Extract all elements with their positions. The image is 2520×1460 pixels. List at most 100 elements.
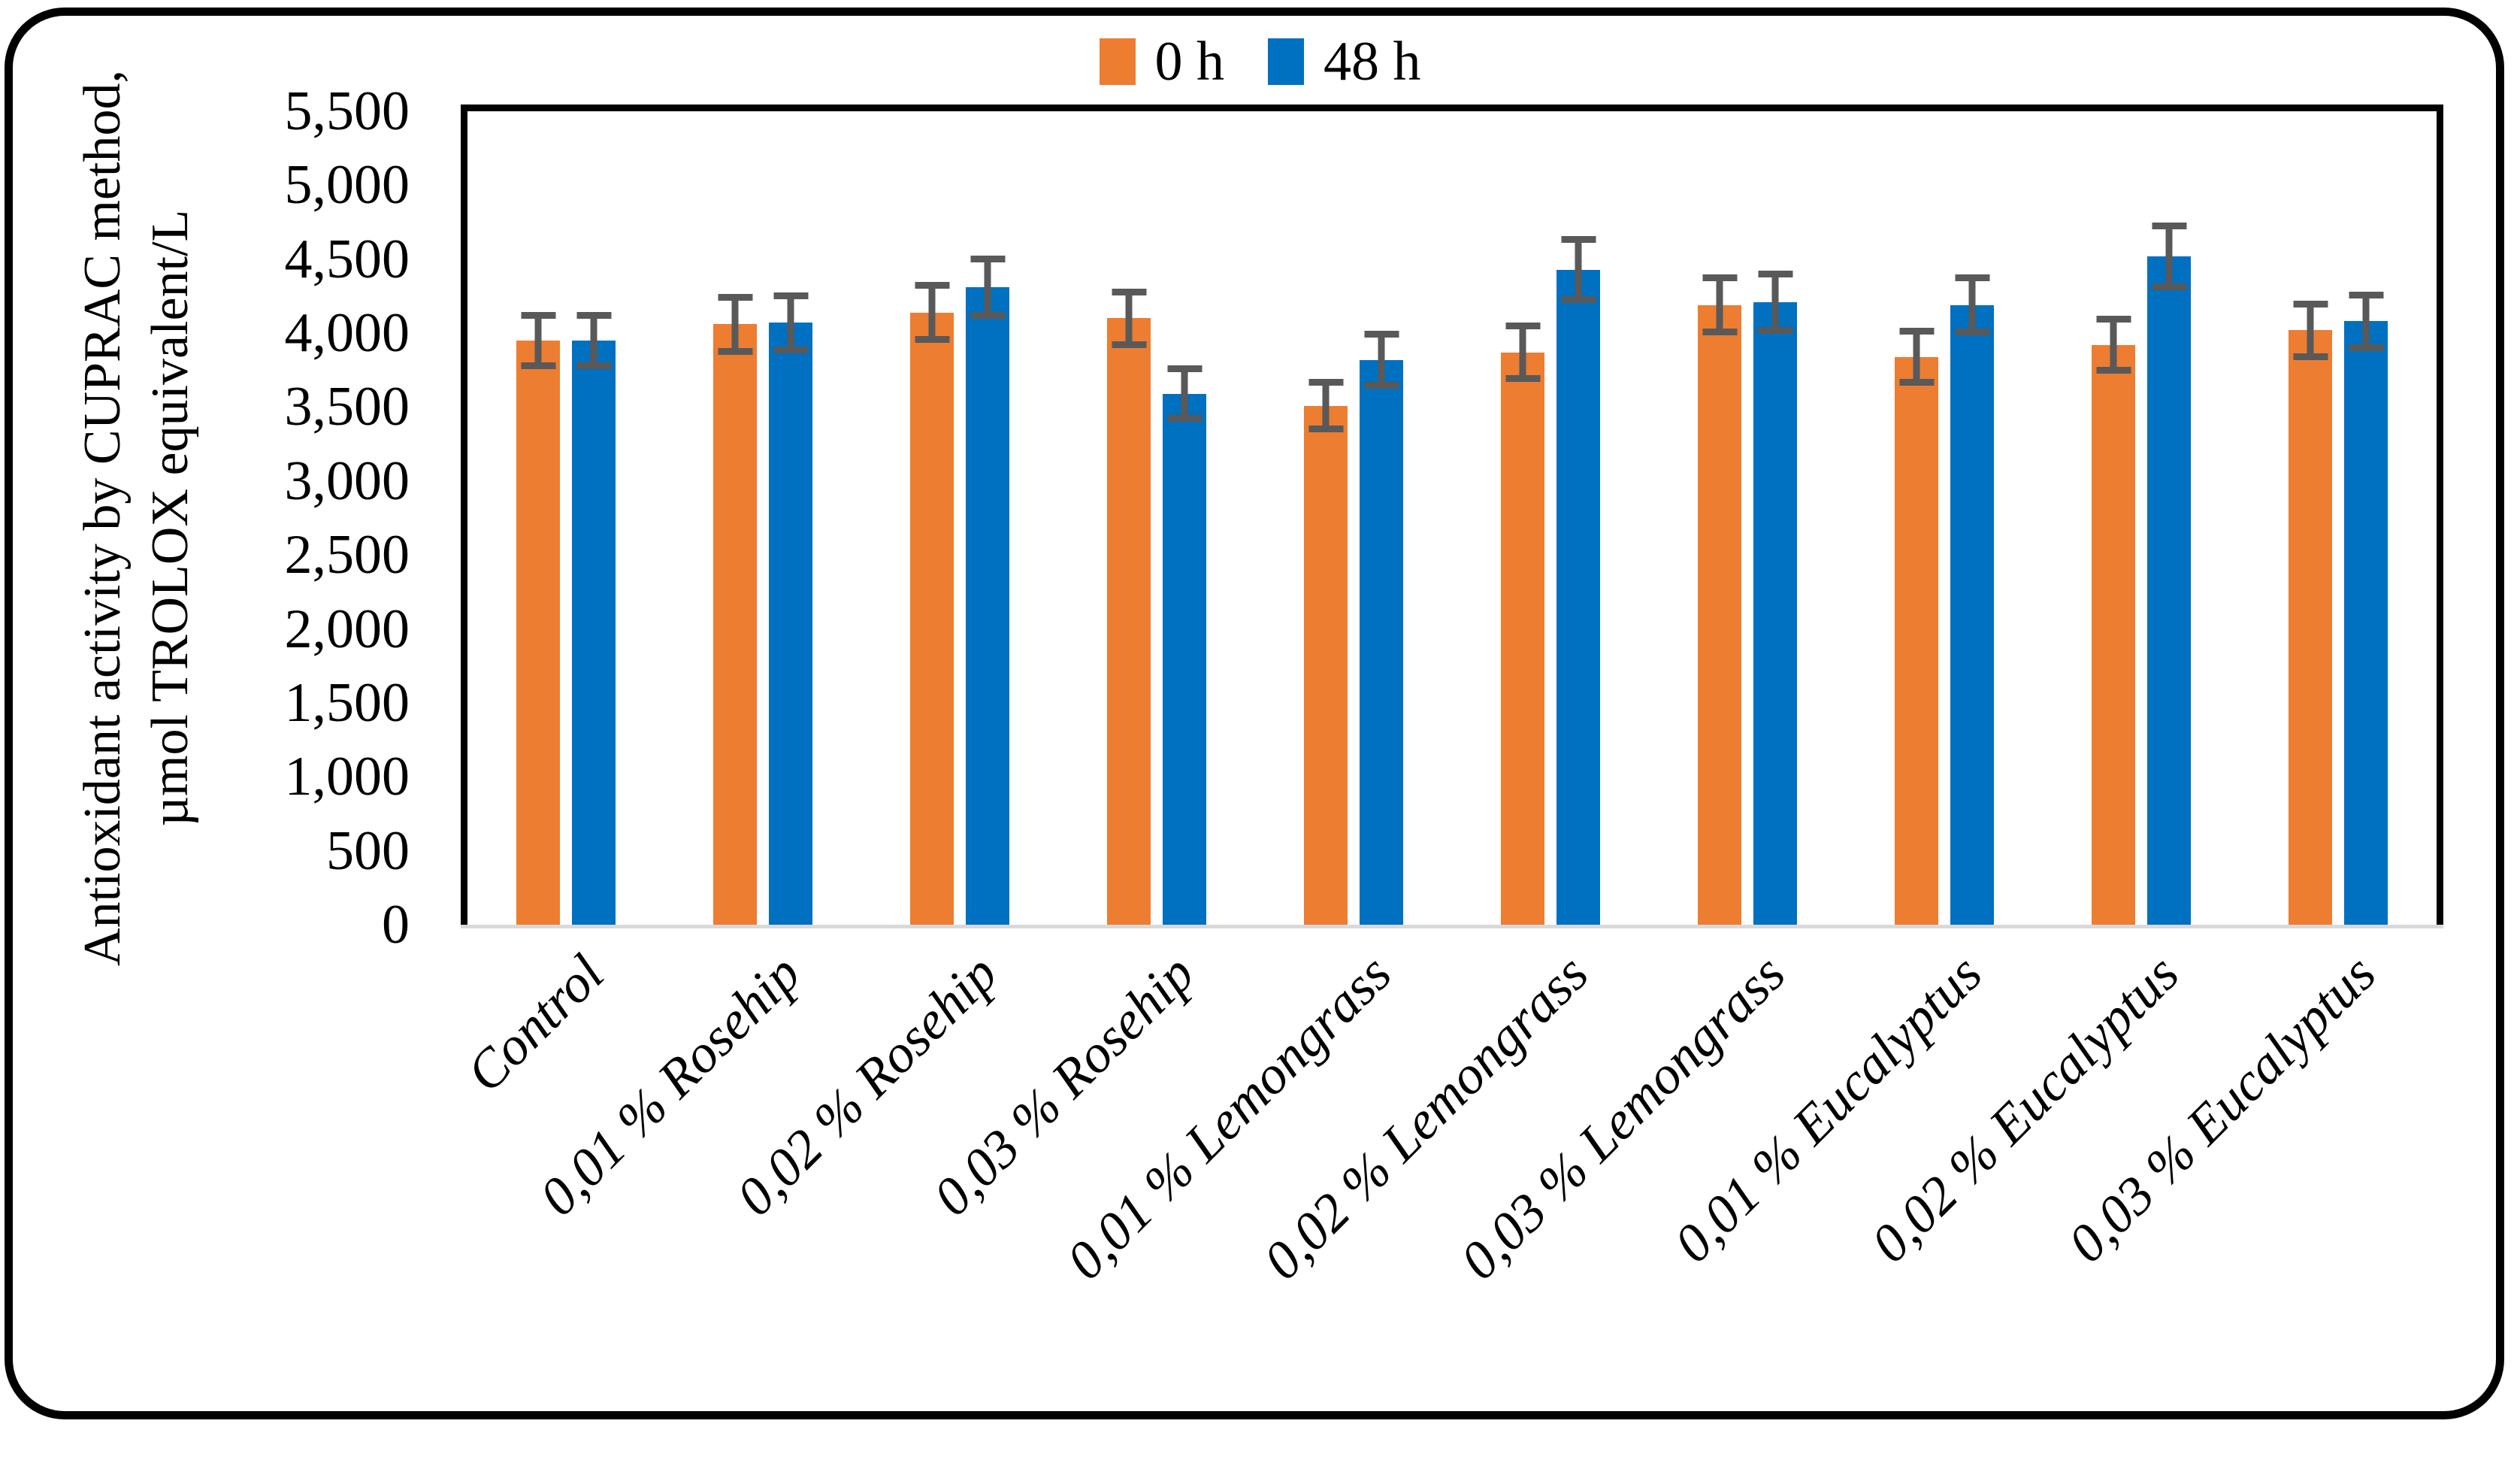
y-tick-5000: 5,000	[284, 154, 410, 216]
error-cap-bottom	[1505, 375, 1540, 383]
legend-label-0h: 0 h	[1154, 31, 1225, 92]
error-cap-top	[1112, 289, 1146, 296]
error-cap-top	[576, 311, 611, 319]
bar-group-001-rosehip: 0,01 % Rosehip	[528, 111, 861, 1227]
error-cap-top	[1955, 274, 1989, 282]
error-cap-top	[915, 282, 949, 289]
error-cap-bottom	[2152, 283, 2186, 291]
y-tick-1500: 1,500	[284, 672, 410, 734]
bar-48h	[1556, 236, 1600, 925]
error-cap-top	[718, 294, 752, 301]
bar-48h	[572, 311, 616, 925]
error-cap-bottom	[1899, 378, 1934, 386]
bar-48h	[1950, 274, 1994, 925]
error-cap-top	[1167, 365, 1202, 373]
bar-group-003-lemongrass: 0,03 % Lemongrass	[1449, 111, 1846, 1291]
error-cap-bottom	[970, 312, 1005, 320]
legend-swatch-0h	[1099, 38, 1136, 85]
y-tick-5500: 5,500	[284, 80, 410, 142]
error-bar-48h	[970, 255, 1005, 320]
error-bar-48h	[576, 311, 611, 370]
y-axis-title-line2: µmol TROLOX equivalent/L	[141, 209, 199, 827]
legend-item-48h: 48 h	[1268, 32, 1421, 92]
y-tick-0: 0	[382, 894, 410, 956]
error-cap-top	[2349, 292, 2383, 299]
bar-0h	[1501, 323, 1544, 925]
legend: 0 h 48 h	[1099, 31, 1421, 92]
error-bar-0h	[1899, 328, 1934, 386]
error-cap-top	[1758, 270, 1792, 277]
bar-group-002-rosehip: 0,02 % Rosehip	[725, 111, 1058, 1227]
error-cap-top	[1702, 274, 1737, 282]
error-cap-bottom	[1167, 415, 1202, 423]
error-bar-48h	[1758, 270, 1792, 335]
bar-48h	[769, 292, 812, 925]
figure-border	[5, 8, 2504, 1419]
error-cap-top	[2293, 300, 2328, 307]
error-bar-0h	[1702, 274, 1737, 336]
error-cap-bottom	[576, 362, 611, 370]
bar-0h	[2092, 316, 2135, 925]
error-bar-0h	[915, 282, 949, 343]
bar-48h	[2147, 222, 2191, 925]
error-cap-bottom	[915, 335, 949, 343]
y-tick-2000: 2,000	[284, 598, 410, 660]
bar-0h	[1698, 274, 1741, 925]
bar-0h	[1304, 379, 1348, 925]
x-axis-line	[461, 925, 2443, 928]
bar-0h	[1107, 289, 1151, 925]
error-cap-bottom	[2096, 367, 2131, 374]
error-bar-48h	[2349, 292, 2383, 351]
bar-0h	[910, 282, 954, 925]
error-cap-bottom	[1955, 329, 1989, 336]
legend-label-48h: 48 h	[1324, 31, 1421, 92]
error-cap-bottom	[521, 362, 555, 370]
error-cap-top	[773, 292, 808, 300]
bar-0h	[2289, 300, 2332, 925]
error-cap-top	[1364, 331, 1399, 338]
error-bar-0h	[2096, 316, 2131, 374]
error-bar-0h	[1112, 289, 1146, 348]
error-bar-48h	[1364, 331, 1399, 389]
y-tick-4000: 4,000	[284, 302, 410, 364]
y-axis-title: Antioxidant activity by CUPRAC method, µ…	[69, 70, 204, 966]
y-tick-3500: 3,500	[284, 376, 410, 438]
bar-group-003-rosehip: 0,03 % Rosehip	[922, 111, 1255, 1227]
error-bar-0h	[1308, 379, 1343, 432]
error-cap-bottom	[1561, 295, 1596, 303]
bar-group-002-eucalyptus: 0,02 % Eucalyptus	[1859, 111, 2240, 1274]
error-cap-top	[2152, 222, 2186, 229]
error-cap-bottom	[1112, 341, 1146, 348]
bar-group-001-lemongrass: 0,01 % Lemongrass	[1055, 111, 1452, 1291]
bar-group-002-lemongrass: 0,02 % Lemongrass	[1252, 111, 1649, 1291]
bar-48h	[966, 255, 1009, 925]
error-bar-48h	[1561, 236, 1596, 303]
legend-item-0h: 0 h	[1099, 31, 1225, 92]
bar-group-003-eucalyptus: 0,03 % Eucalyptus	[2056, 111, 2437, 1274]
error-cap-top	[1308, 379, 1343, 386]
error-cap-bottom	[2349, 344, 2383, 351]
error-bar-0h	[521, 311, 555, 370]
y-axis-title-line1: Antioxidant activity by CUPRAC method,	[74, 70, 132, 966]
error-bar-48h	[1955, 274, 1989, 336]
bar-group-001-eucalyptus: 0,01 % Eucalyptus	[1662, 111, 2043, 1274]
error-bar-48h	[773, 292, 808, 353]
y-tick-3000: 3,000	[284, 450, 410, 512]
legend-swatch-48h	[1268, 38, 1304, 85]
error-cap-top	[1899, 328, 1934, 335]
error-cap-bottom	[2293, 353, 2328, 360]
error-bar-48h	[2152, 222, 2186, 291]
bar-0h	[516, 311, 560, 925]
error-cap-top	[2096, 316, 2131, 323]
bar-0h	[1895, 328, 1938, 925]
error-cap-bottom	[1308, 425, 1343, 432]
bar-groups: Control 0,01 % Rosehip 0,02 % Rosehip 0,…	[455, 111, 2437, 1291]
error-cap-bottom	[1364, 381, 1399, 389]
error-cap-top	[1505, 323, 1540, 330]
bar-0h	[713, 294, 757, 925]
y-tick-500: 500	[326, 820, 410, 882]
bar-48h	[1360, 331, 1403, 925]
error-bar-48h	[1167, 365, 1202, 423]
bar-48h	[1753, 270, 1797, 925]
